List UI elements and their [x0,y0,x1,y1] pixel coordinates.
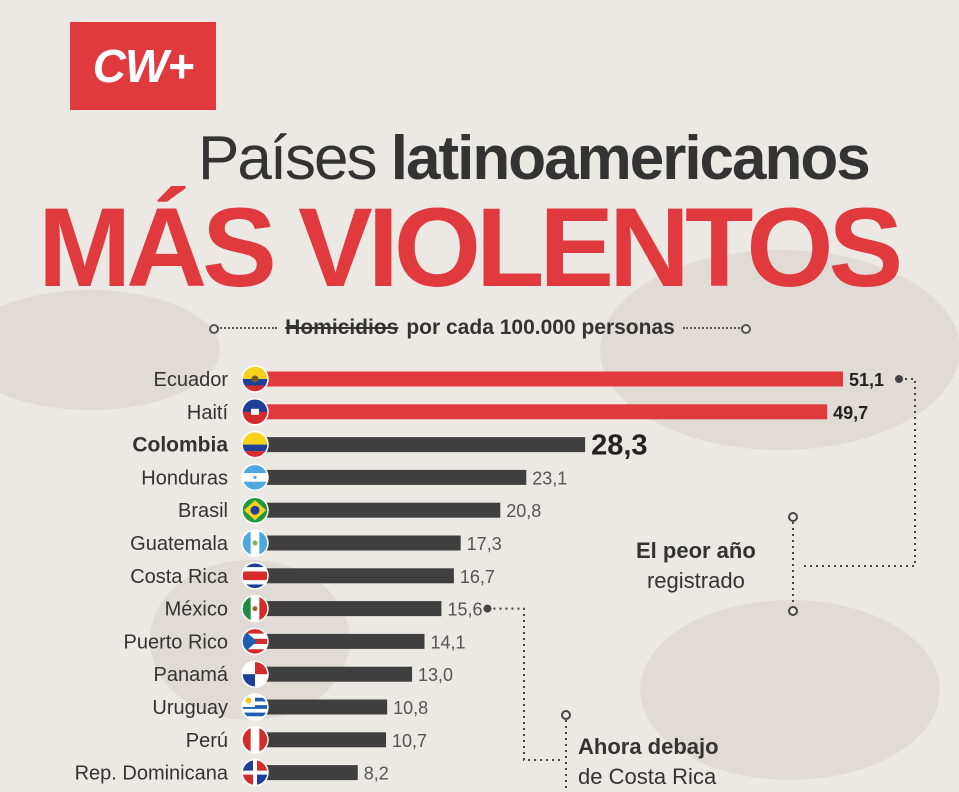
country-label-peru: Perú [186,730,228,752]
annotation-below-text: de Costa Rica [578,763,717,789]
puerto-rico-flag-icon [241,627,269,656]
connector-ring-below [561,710,571,720]
connector-below-costa-rica [493,607,560,761]
value-label-ecuador: 51,1 [849,370,884,390]
value-label-puerto-rico: 14,1 [430,632,465,652]
country-label-puerto-rico: Puerto Rico [124,631,229,653]
subtitle-text: por cada 100.000 personas [406,316,675,339]
value-label-panama: 13,0 [418,665,453,685]
country-label-colombia: Colombia [132,434,228,457]
connector-worst-year [800,378,916,567]
page-title: Países latinoamericanos [198,128,871,190]
value-label-brasil: 20,8 [506,501,541,521]
map-background [0,290,220,410]
chart-subtitle: Homicidios por cada 100.000 personas [170,316,790,340]
bar-mexico [265,601,442,617]
bar-uruguay [265,699,388,715]
value-label-honduras: 23,1 [532,468,567,488]
annotation-worst-year-bold: El peor año [636,538,756,563]
page-title-main: MÁS VIOLENTOS [38,185,903,310]
value-label-rep-dominicana: 8,2 [364,764,389,784]
value-label-peru: 10,7 [392,731,427,751]
panama-flag-icon [241,660,269,688]
country-label-costa-rica: Costa Rica [130,566,229,588]
country-label-guatemala: Guatemala [130,533,229,555]
bar-costa-rica [265,568,454,584]
mexico-flag-icon [241,594,269,623]
haiti-flag-icon [241,398,269,426]
bar-peru [265,732,387,748]
connector-dot-ecuador [895,375,903,383]
colombia-flag-icon [241,430,269,459]
brasil-flag-icon [241,496,269,524]
bar-ecuador [265,371,843,387]
connector-dot-mexico [483,604,492,613]
bar-brasil [265,502,501,518]
country-label-ecuador: Ecuador [154,369,229,391]
country-label-mexico: México [165,599,228,621]
subtitle-divider-left [209,324,278,334]
title-light: Países [198,124,391,193]
country-label-uruguay: Uruguay [152,697,228,719]
value-label-guatemala: 17,3 [467,534,502,554]
guatemala-flag-icon [241,529,269,557]
uruguay-flag-icon [241,693,269,721]
logo-text: CW+ [92,40,194,92]
annotation-below-bold: Ahora debajo [578,734,719,759]
bar-colombia [265,437,586,453]
subtitle-strike: Homicidios [285,316,399,339]
country-label-brasil: Brasil [178,500,228,522]
value-label-colombia: 28,3 [591,430,647,462]
costa-rica-flag-icon [241,562,269,590]
subtitle-divider-right [682,324,751,334]
ecuador-flag-icon [241,365,269,393]
annotation-worst-year: El peor año registrado [636,536,756,595]
country-label-rep-dominicana: Rep. Dominicana [75,763,229,785]
cw-plus-logo: CW+ [70,22,216,110]
value-label-uruguay: 10,8 [393,698,428,718]
bar-panama [265,666,413,682]
bar-haiti [265,404,828,420]
country-label-honduras: Honduras [141,467,228,489]
country-label-panama: Panamá [154,664,229,686]
value-label-haiti: 49,7 [833,403,868,423]
peru-flag-icon [241,726,269,754]
bar-honduras [265,469,527,485]
connector-ring-bottom [788,606,798,616]
value-label-costa-rica: 16,7 [460,567,495,587]
rep-dominicana-flag-icon [241,758,269,787]
title-bold: latinoamericanos [390,124,871,193]
bar-puerto-rico [265,633,425,649]
bar-guatemala [265,535,461,551]
annotation-worst-year-text: registrado [646,567,745,593]
honduras-flag-icon [241,463,269,492]
map-background [640,600,940,780]
value-label-mexico: 15,6 [447,600,482,620]
annotation-below-costa-rica: Ahora debajo de Costa Rica [578,732,719,791]
country-label-haiti: Haití [187,402,229,424]
bar-rep-dominicana [265,765,358,781]
connector-ring-top [788,512,798,522]
